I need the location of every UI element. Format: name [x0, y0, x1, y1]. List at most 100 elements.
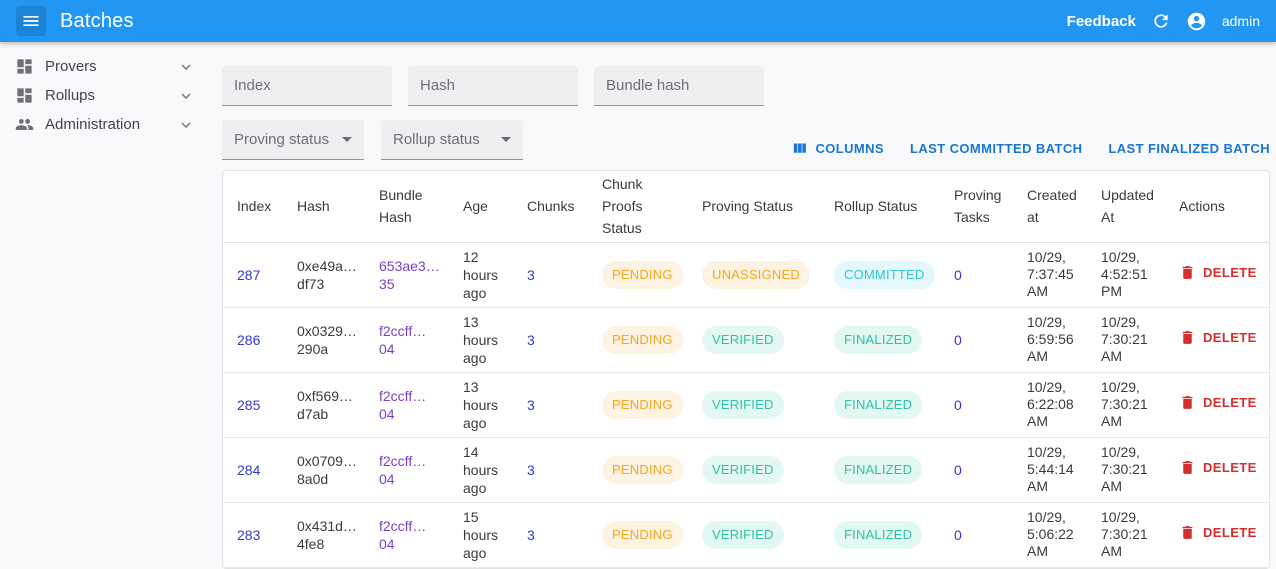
sidebar-item-provers[interactable]: Provers — [0, 52, 222, 81]
created-at-text: 10/29, 7:37:45 AM — [1027, 249, 1081, 300]
delete-button[interactable]: DELETE — [1179, 524, 1257, 541]
app-bar: Batches Feedback admin — [0, 0, 1276, 42]
rollup-status-select-label: Rollup status — [393, 131, 480, 148]
created-at-text: 10/29, 6:22:08 AM — [1027, 379, 1081, 430]
chunks-link[interactable]: 3 — [527, 397, 535, 413]
last-committed-batch-button[interactable]: LAST COMMITTED BATCH — [910, 141, 1082, 156]
view-columns-icon — [791, 140, 808, 157]
index-link[interactable]: 284 — [237, 462, 260, 478]
content: Provers Rollups Administration — [0, 42, 1276, 569]
proving-status-chip: VERIFIED — [702, 391, 784, 419]
refresh-button[interactable] — [1151, 11, 1171, 31]
column-header-created-at[interactable]: Created at — [1013, 171, 1087, 242]
chunk-proofs-status-chip: PENDING — [602, 261, 683, 289]
proving-tasks-link[interactable]: 0 — [954, 397, 962, 413]
rollup-status-select[interactable]: Rollup status — [381, 120, 523, 160]
column-header-proving-status[interactable]: Proving Status — [688, 171, 820, 242]
chevron-down-icon — [178, 117, 194, 133]
proving-tasks-link[interactable]: 0 — [954, 267, 962, 283]
main-panel: Index Hash Bundle hash Proving status Ro… — [222, 42, 1276, 569]
hash-filter-input[interactable]: Hash — [408, 66, 578, 106]
feedback-link[interactable]: Feedback — [1067, 13, 1136, 30]
batches-table-card: IndexHashBundle HashAgeChunksChunk Proof… — [222, 170, 1270, 569]
created-at-text: 10/29, 5:06:22 AM — [1027, 509, 1081, 560]
rollup-status-chip: FINALIZED — [834, 326, 922, 354]
delete-button[interactable]: DELETE — [1179, 459, 1257, 476]
columns-button[interactable]: COLUMNS — [791, 140, 884, 157]
bundle-hash-filter-label: Bundle hash — [606, 77, 689, 94]
account-circle-icon[interactable] — [1186, 11, 1207, 32]
bundle-hash-link[interactable]: 653ae3… 35 — [379, 258, 440, 292]
created-at-text: 10/29, 6:59:56 AM — [1027, 314, 1081, 365]
age-text: 12 hours ago — [463, 248, 507, 302]
menu-button[interactable] — [16, 6, 46, 36]
bundle-hash-filter-input[interactable]: Bundle hash — [594, 66, 764, 106]
chunks-link[interactable]: 3 — [527, 527, 535, 543]
proving-tasks-link[interactable]: 0 — [954, 332, 962, 348]
trash-icon — [1179, 459, 1196, 476]
column-header-age[interactable]: Age — [449, 171, 513, 242]
column-header-chunks[interactable]: Chunks — [513, 171, 588, 242]
bundle-hash-link[interactable]: f2ccff… 04 — [379, 323, 426, 357]
header-row: IndexHashBundle HashAgeChunksChunk Proof… — [223, 171, 1269, 242]
delete-button-label: DELETE — [1203, 525, 1257, 540]
index-link[interactable]: 286 — [237, 332, 260, 348]
column-header-rollup-status[interactable]: Rollup Status — [820, 171, 940, 242]
chunks-link[interactable]: 3 — [527, 462, 535, 478]
delete-button[interactable]: DELETE — [1179, 394, 1257, 411]
column-header-actions[interactable]: Actions — [1165, 171, 1269, 242]
rollup-status-chip: FINALIZED — [834, 456, 922, 484]
index-filter-input[interactable]: Index — [222, 66, 392, 106]
proving-status-chip: VERIFIED — [702, 521, 784, 549]
proving-tasks-link[interactable]: 0 — [954, 527, 962, 543]
sidebar-item-rollups[interactable]: Rollups — [0, 81, 222, 110]
column-header-hash[interactable]: Hash — [283, 171, 365, 242]
delete-button-label: DELETE — [1203, 265, 1257, 280]
dashboard-icon — [15, 86, 34, 105]
age-text: 13 hours ago — [463, 313, 507, 367]
sidebar-item-administration[interactable]: Administration — [0, 110, 222, 139]
hash-text: 0x431d… 4fe8 — [297, 517, 359, 553]
last-finalized-batch-button[interactable]: LAST FINALIZED BATCH — [1108, 141, 1270, 156]
index-link[interactable]: 287 — [237, 267, 260, 283]
rollup-status-chip: COMMITTED — [834, 261, 935, 289]
index-link[interactable]: 285 — [237, 397, 260, 413]
column-header-updated-at[interactable]: Updated At — [1087, 171, 1165, 242]
bundle-hash-link[interactable]: f2ccff… 04 — [379, 518, 426, 552]
rollup-status-chip: FINALIZED — [834, 391, 922, 419]
dashboard-icon — [15, 57, 34, 76]
column-header-chunk-proofs-status[interactable]: Chunk Proofs Status — [588, 171, 688, 242]
column-header-proving-tasks[interactable]: Proving Tasks — [940, 171, 1013, 242]
column-header-index[interactable]: Index — [223, 171, 283, 242]
delete-button[interactable]: DELETE — [1179, 264, 1257, 281]
index-link[interactable]: 283 — [237, 527, 260, 543]
chunk-proofs-status-chip: PENDING — [602, 326, 683, 354]
batch-row: 284 0x0709… 8a0d f2ccff… 04 14 hours ago 3 PE… — [223, 437, 1269, 502]
age-text: 15 hours ago — [463, 508, 507, 562]
column-header-bundle-hash[interactable]: Bundle Hash — [365, 171, 449, 242]
proving-status-select[interactable]: Proving status — [222, 120, 364, 160]
bundle-hash-link[interactable]: f2ccff… 04 — [379, 388, 426, 422]
chunks-link[interactable]: 3 — [527, 332, 535, 348]
chevron-down-icon — [178, 88, 194, 104]
updated-at-text: 10/29, 4:52:51 PM — [1101, 249, 1159, 300]
appbar-right: Feedback admin — [1067, 11, 1260, 32]
chunk-proofs-status-chip: PENDING — [602, 456, 683, 484]
delete-button[interactable]: DELETE — [1179, 329, 1257, 346]
batch-row: 2870xe49a… df73653ae3… 3512 hours ago3PE… — [223, 242, 1269, 307]
rollup-status-chip: FINALIZED — [834, 521, 922, 549]
hash-text: 0xf569… d7ab — [297, 387, 359, 423]
proving-tasks-link[interactable]: 0 — [954, 462, 962, 478]
trash-icon — [1179, 264, 1196, 281]
username: admin — [1222, 13, 1260, 29]
arrow-dropdown-icon — [501, 137, 511, 142]
proving-status-chip: UNASSIGNED — [702, 261, 810, 289]
updated-at-text: 10/29, 7:30:21 AM — [1101, 314, 1159, 365]
chunk-proofs-status-chip: PENDING — [602, 521, 683, 549]
hash-text: 0x0709… 8a0d — [297, 452, 359, 488]
hamburger-icon — [21, 11, 41, 31]
chunks-link[interactable]: 3 — [527, 267, 535, 283]
bundle-hash-link[interactable]: f2ccff… 04 — [379, 453, 426, 487]
age-text: 14 hours ago — [463, 443, 507, 497]
trash-icon — [1179, 524, 1196, 541]
